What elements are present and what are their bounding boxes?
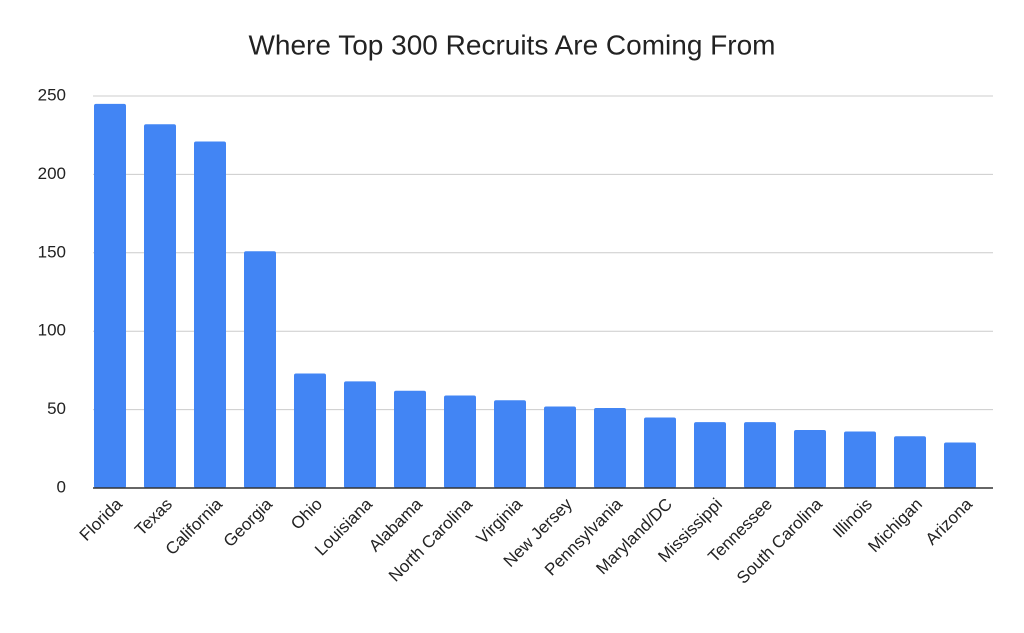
bar [744, 422, 776, 488]
bar [394, 390, 426, 488]
bar [844, 431, 876, 488]
y-tick-label: 0 [57, 477, 66, 496]
bar [194, 141, 226, 489]
bar [294, 373, 326, 488]
y-tick-label: 50 [47, 399, 66, 418]
y-tick-label: 200 [38, 164, 66, 183]
bar [894, 436, 926, 488]
y-tick-label: 100 [38, 321, 66, 340]
bar [644, 417, 676, 488]
chart-title: Where Top 300 Recruits Are Coming From [248, 29, 775, 60]
bar [794, 429, 826, 488]
bar [344, 381, 376, 488]
bar [594, 408, 626, 488]
bar [244, 251, 276, 488]
bar [144, 124, 176, 488]
bar [444, 395, 476, 488]
bar [494, 400, 526, 488]
bar [694, 422, 726, 488]
y-tick-label: 150 [38, 242, 66, 261]
bar [94, 103, 126, 488]
y-tick-label: 250 [38, 85, 66, 104]
bar [544, 406, 576, 488]
bar [944, 442, 976, 488]
